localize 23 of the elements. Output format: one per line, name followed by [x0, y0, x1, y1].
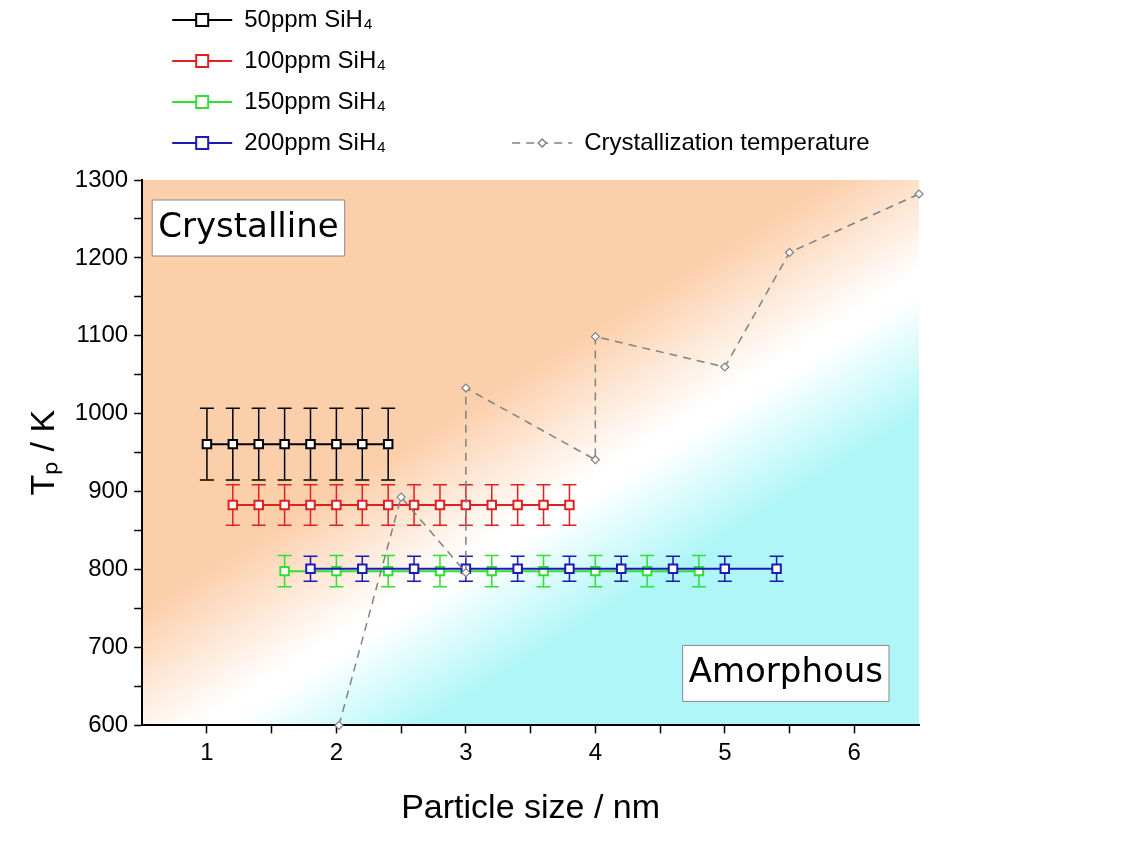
y-tick-label: 1300 — [74, 164, 129, 192]
legend-label: 150ppm SiH₄ — [244, 86, 387, 114]
y-tick-label: 1200 — [74, 242, 129, 270]
annotation: Crystalline — [158, 204, 339, 245]
legend-label: 50ppm SiH₄ — [244, 4, 373, 32]
x-axis-title: Particle size / nm — [401, 786, 661, 825]
y-tick-label: 1100 — [76, 320, 129, 348]
y-tick-label: 1000 — [74, 398, 129, 426]
x-tick-label: 2 — [329, 738, 344, 766]
x-tick-label: 6 — [847, 738, 861, 766]
x-tick-label: 5 — [718, 738, 732, 766]
y-tick-label: 600 — [88, 710, 129, 738]
y-tick-label: 800 — [88, 554, 129, 582]
legend-label: 100ppm SiH₄ — [244, 45, 387, 73]
y-tick-label: 900 — [88, 476, 129, 504]
y-axis-title: Tₚ / K — [22, 409, 63, 496]
annotation: Amorphous — [688, 650, 883, 691]
legend-label: 200ppm SiH₄ — [244, 127, 387, 155]
x-tick-label: 1 — [200, 738, 214, 766]
y-tick-label: 700 — [88, 632, 129, 660]
x-tick-label: 3 — [459, 738, 473, 766]
x-tick-label: 4 — [588, 738, 603, 766]
legend-label: Crystallization temperature — [584, 127, 870, 155]
